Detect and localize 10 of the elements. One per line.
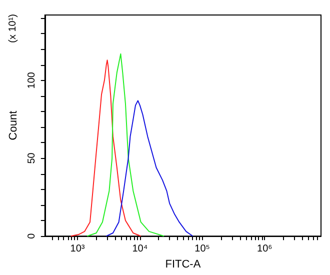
y-axis-title: Count [8,110,20,140]
x-tick-label: 10³ [70,244,86,255]
x-tick-label: 10⁵ [194,244,210,255]
x-axis-title: FITC-A [165,258,202,270]
text: (x 10¹) [8,14,18,43]
y-tick-label: 0 [26,232,38,239]
y-tick-label: 50 [26,152,38,164]
y-tick-label: 100 [26,72,38,89]
x-tick-label: 10⁴ [132,244,148,255]
x-tick-label: 10⁶ [257,244,272,255]
